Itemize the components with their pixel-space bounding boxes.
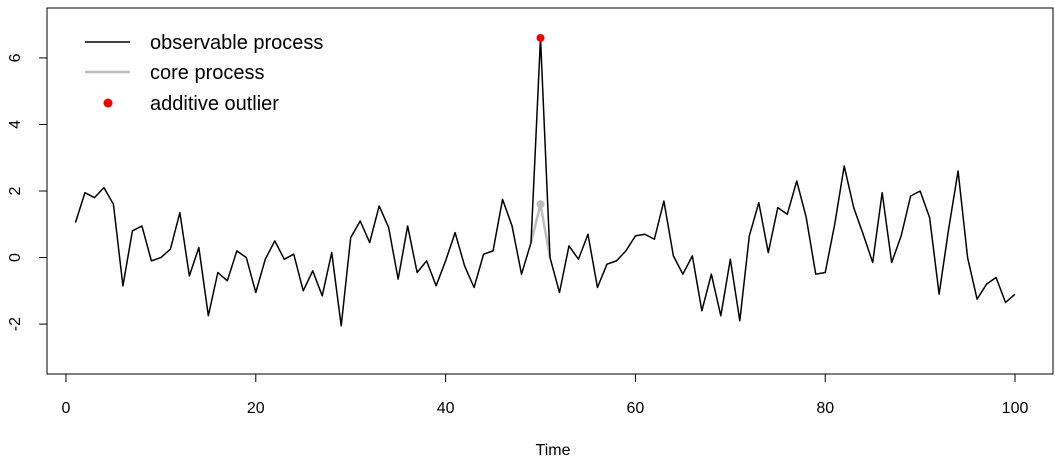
core-process-point <box>536 200 545 209</box>
legend-swatch-point <box>103 98 113 108</box>
additive-outlier-point <box>536 33 545 42</box>
x-axis: 0 20 40 60 80 100 <box>62 373 1029 417</box>
y-axis: -2 0 2 4 6 <box>7 53 48 331</box>
x-tick-label: 20 <box>247 400 265 417</box>
core-process-line <box>529 203 552 258</box>
x-tick-label: 0 <box>62 400 71 417</box>
legend-label: observable process <box>150 32 323 54</box>
observable-process-series <box>74 37 1016 327</box>
observable-process-line <box>74 37 1016 327</box>
legend: observable process core process additive o… <box>85 32 323 115</box>
x-axis-title: Time <box>536 442 571 459</box>
y-tick-label: -2 <box>7 317 24 331</box>
y-tick-label: 4 <box>7 120 24 129</box>
additive-outlier-layer <box>536 33 545 42</box>
legend-label: additive outlier <box>150 93 279 115</box>
x-tick-label: 40 <box>437 400 455 417</box>
y-tick-label: 0 <box>7 253 24 262</box>
core-process-series <box>529 200 552 258</box>
legend-label: core process <box>150 62 265 84</box>
y-tick-label: 6 <box>7 53 24 62</box>
x-tick-label: 100 <box>1002 400 1029 417</box>
x-tick-label: 80 <box>816 400 834 417</box>
y-tick-label: 2 <box>7 186 24 195</box>
x-tick-label: 60 <box>627 400 645 417</box>
